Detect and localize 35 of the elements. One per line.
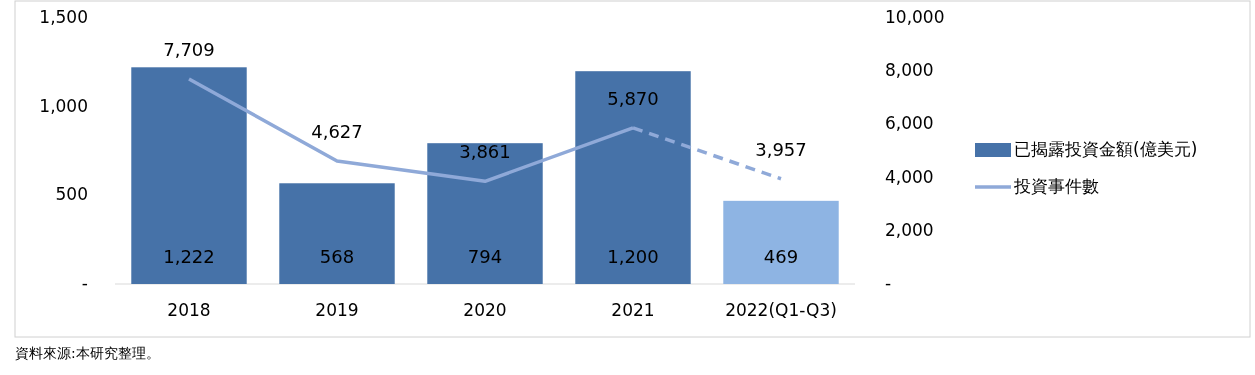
- y2-tick-label: 10,000: [885, 7, 945, 27]
- data-label: 3,957: [755, 138, 807, 160]
- data-label: 1,222: [163, 246, 215, 267]
- data-label: 4,627: [311, 120, 363, 142]
- legend-item: 已揭露投資金額(億美元): [975, 139, 1198, 159]
- x-tick-label: 2020: [463, 300, 507, 320]
- legend-label: 已揭露投資金額(億美元): [1014, 139, 1198, 159]
- data-label: 568: [319, 246, 355, 267]
- legend-item: 投資事件數: [975, 176, 1099, 196]
- source-note: 資料來源:本研究整理。: [15, 345, 160, 361]
- y2-tick-label: 4,000: [885, 166, 934, 187]
- y-tick-label: 1,500: [39, 7, 88, 27]
- x-tick-label: 2019: [315, 300, 359, 320]
- bar: [427, 143, 543, 284]
- bar: [131, 67, 247, 284]
- legend-label: 投資事件數: [1013, 176, 1099, 196]
- data-label: 5,870: [607, 87, 659, 109]
- x-tick-label: 2021: [611, 300, 655, 320]
- y-tick-label: 1,000: [39, 95, 88, 116]
- y2-tick-label: 2,000: [885, 219, 934, 240]
- data-label: 469: [763, 246, 799, 267]
- y2-tick-label: 8,000: [885, 60, 934, 81]
- data-label: 794: [467, 246, 503, 267]
- bar: [575, 71, 691, 284]
- y2-tick-label: -: [885, 273, 892, 293]
- bar: [723, 200, 839, 284]
- x-tick-label: 2018: [167, 300, 211, 320]
- y-tick-label: 500: [55, 184, 88, 205]
- y-tick-label: -: [81, 273, 88, 293]
- bar: [279, 183, 395, 284]
- x-tick-label: 2022(Q1-Q3): [725, 300, 837, 320]
- data-label: 7,709: [163, 38, 215, 60]
- data-label: 1,200: [607, 246, 659, 267]
- y2-tick-label: 6,000: [885, 113, 934, 134]
- data-label: 3,861: [459, 141, 511, 163]
